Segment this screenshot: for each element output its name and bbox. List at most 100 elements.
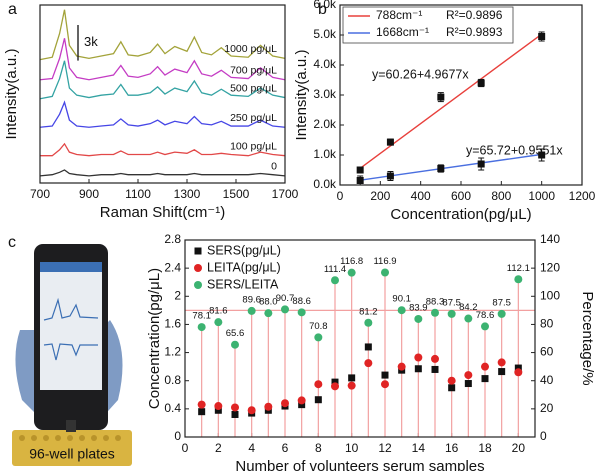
data-point [414, 365, 422, 373]
data-point [331, 382, 339, 391]
value-label: 87.5 [442, 297, 461, 308]
spectrum [39, 60, 286, 100]
y2-tick-label: 40 [540, 373, 554, 387]
data-point [264, 402, 273, 411]
y2-tick-label: 100 [540, 288, 560, 302]
panel-letter: c [8, 234, 16, 251]
y2-tick-label: 140 [540, 232, 560, 246]
data-point [477, 79, 485, 87]
x-tick-label: 200 [370, 189, 390, 203]
x-tick-label: 400 [411, 189, 431, 203]
data-point [348, 374, 356, 382]
data-point [437, 165, 445, 172]
x-tick-label: 0 [337, 189, 344, 203]
value-label: 111.4 [324, 264, 346, 275]
data-point [397, 362, 406, 371]
spectrum [39, 9, 286, 61]
screen-spectrum [43, 343, 98, 361]
screen-header [40, 262, 102, 272]
legend-r2: R²=0.9896 [446, 8, 503, 22]
data-point [314, 333, 323, 342]
value-label: 88.6 [292, 296, 311, 307]
y-tick-label: 0.4 [164, 401, 181, 415]
fit-equation: y=65.72+0.9551x [466, 143, 563, 157]
spectrum-label: 0 [271, 161, 277, 173]
y2-tick-label: 20 [540, 401, 554, 415]
data-point [231, 410, 239, 418]
legend-label: LEITA(pg/μL) [207, 260, 281, 274]
y-tick-label: 1.2 [164, 345, 181, 359]
x-tick-label: 1200 [569, 189, 596, 203]
data-point [356, 166, 364, 174]
data-point [364, 359, 373, 368]
data-point [386, 172, 394, 180]
y-axis-title: Concentration(pg/μL) [146, 268, 163, 409]
x-tick-label: 18 [478, 441, 492, 455]
x-tick-label: 16 [445, 441, 459, 455]
data-point [386, 138, 394, 146]
value-label: 112.1 [507, 263, 530, 274]
spectrum-label: 1000 pg/μL [224, 43, 277, 55]
value-label: 70.8 [309, 321, 328, 332]
data-point [197, 323, 206, 332]
phone-screen [40, 262, 102, 390]
data-point [297, 396, 306, 405]
x-tick-label: 600 [451, 189, 471, 203]
data-point [414, 314, 423, 323]
well-plate [12, 430, 132, 466]
data-point [477, 160, 485, 168]
legend-r2: R²=0.9893 [446, 25, 503, 39]
value-label: 116.8 [340, 256, 363, 267]
y2-tick-label: 60 [540, 345, 554, 359]
scale-bar-label: 3k [84, 34, 98, 49]
y2-tick-label: 80 [540, 317, 554, 331]
data-point [464, 371, 473, 380]
data-point [497, 309, 506, 318]
data-point [538, 151, 546, 159]
photo-label: 96-well plates [29, 446, 115, 462]
x-axis-title: Concentration(pg/μL) [390, 206, 531, 223]
data-point [431, 354, 439, 363]
value-label: 81.2 [359, 306, 378, 317]
legend-box [342, 6, 514, 44]
data-point [381, 371, 389, 379]
data-point [448, 384, 456, 392]
y-tick-label: 2 [174, 288, 181, 302]
value-label: 88.0 [259, 297, 278, 308]
data-point [381, 380, 389, 389]
legend-marker [194, 264, 202, 272]
data-point [447, 376, 456, 385]
legend-marker [194, 247, 202, 255]
data-point [231, 340, 239, 349]
data-point [231, 403, 239, 412]
x-axis-title: Number of volunteers serum samples [235, 458, 484, 471]
y-tick-label: 1.0k [313, 147, 337, 161]
data-point [264, 309, 273, 318]
wells [19, 435, 121, 441]
data-point [298, 401, 306, 409]
data-point [481, 375, 489, 383]
value-label: 65.6 [226, 328, 245, 339]
spectrum-label: 100 pg/μL [230, 140, 277, 152]
value-label: 83.9 [409, 302, 428, 313]
data-point [464, 314, 473, 323]
data-point [314, 396, 322, 404]
y-tick-label: 5.0k [313, 27, 337, 41]
data-point [214, 318, 223, 327]
data-point [498, 368, 506, 376]
x-tick-label: 20 [512, 441, 526, 455]
value-label: 90.7 [276, 293, 295, 304]
data-point [356, 177, 364, 184]
plot-frame [184, 239, 536, 438]
data-point [414, 353, 423, 362]
data-point [381, 268, 389, 277]
data-point [314, 380, 323, 389]
spectrum [39, 100, 286, 128]
x-tick-label: 1100 [125, 187, 151, 201]
data-point [247, 306, 256, 315]
y-tick-label: 2.8 [164, 232, 181, 246]
x-tick-label: 800 [491, 189, 511, 203]
legend-label: 788cm⁻¹ [376, 8, 422, 22]
probe [66, 420, 76, 432]
